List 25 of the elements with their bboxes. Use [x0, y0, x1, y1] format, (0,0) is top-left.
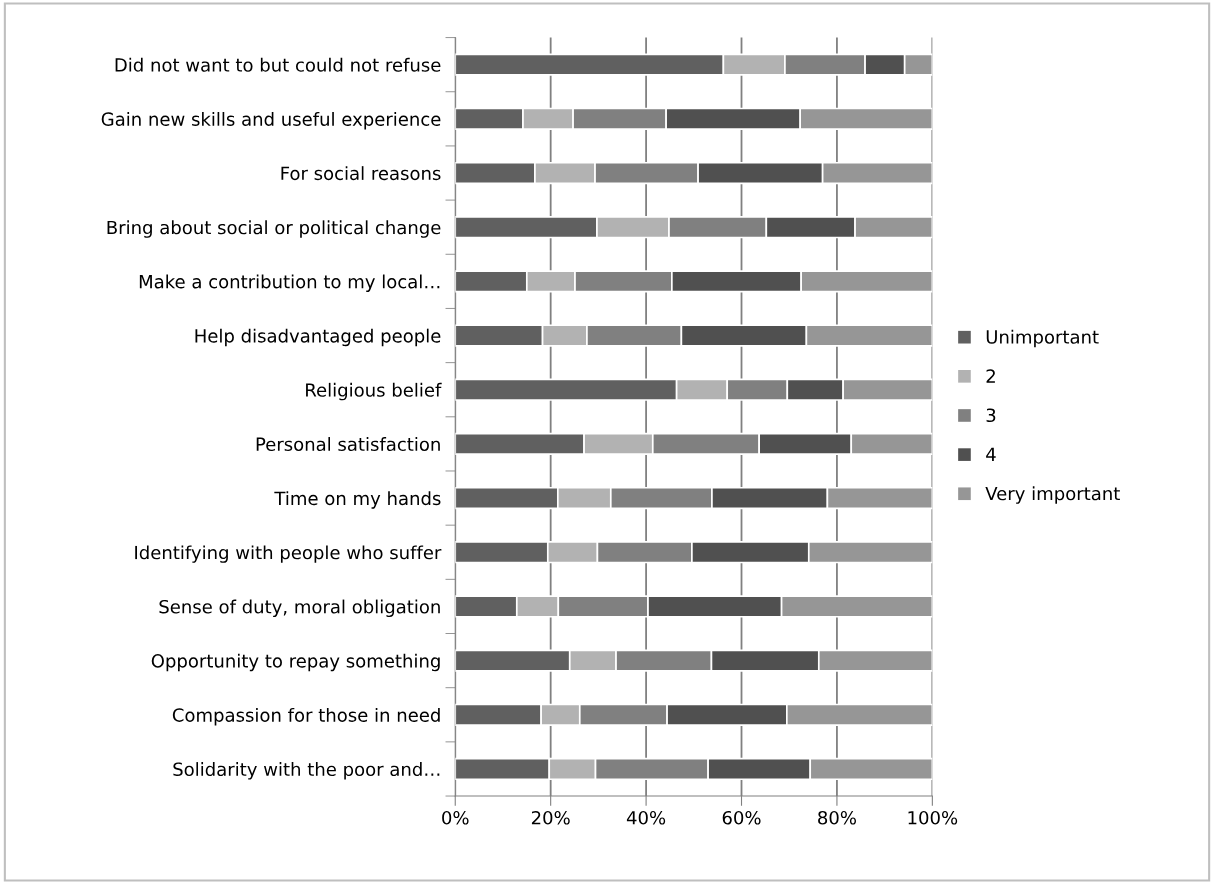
legend-label: Unimportant — [986, 329, 1099, 348]
y-tick-label: Compassion for those in need — [172, 707, 440, 726]
x-tick-label: 40% — [626, 810, 666, 825]
x-tick-label: 100% — [908, 810, 958, 825]
y-tick-label: For social reasons — [281, 166, 441, 181]
x-tick-label: 20% — [531, 810, 570, 825]
y-tick-label: Sense of duty, moral obligation — [159, 599, 440, 618]
legend-label: 2 — [986, 369, 995, 383]
legend-label: Very important — [985, 486, 1120, 504]
y-tick-label: Time on my hands — [274, 491, 441, 509]
y-tick-label: Solidarity with the poor and… — [173, 762, 440, 780]
x-tick-label: 60% — [722, 810, 761, 825]
legend-label: 3 — [986, 408, 996, 423]
y-tick-label: Personal satisfaction — [256, 437, 440, 452]
y-tick-label: Make a contribution to my local… — [139, 274, 440, 292]
y-tick-label: Gain new skills and useful experience — [101, 111, 441, 130]
y-tick-label: Help disadvantaged people — [195, 328, 441, 347]
y-tick-label: Did not want to but could not refuse — [115, 57, 441, 72]
x-tick-label: 80% — [818, 810, 856, 825]
y-tick-label: Religious belief — [306, 382, 442, 401]
x-tick-label: 0% — [442, 810, 469, 825]
y-tick-label: Opportunity to repay something — [151, 653, 440, 672]
y-tick-label: Identifying with people who suffer — [135, 545, 442, 563]
legend-label: 4 — [986, 447, 996, 461]
y-tick-label: Bring about social or political change — [107, 220, 441, 238]
